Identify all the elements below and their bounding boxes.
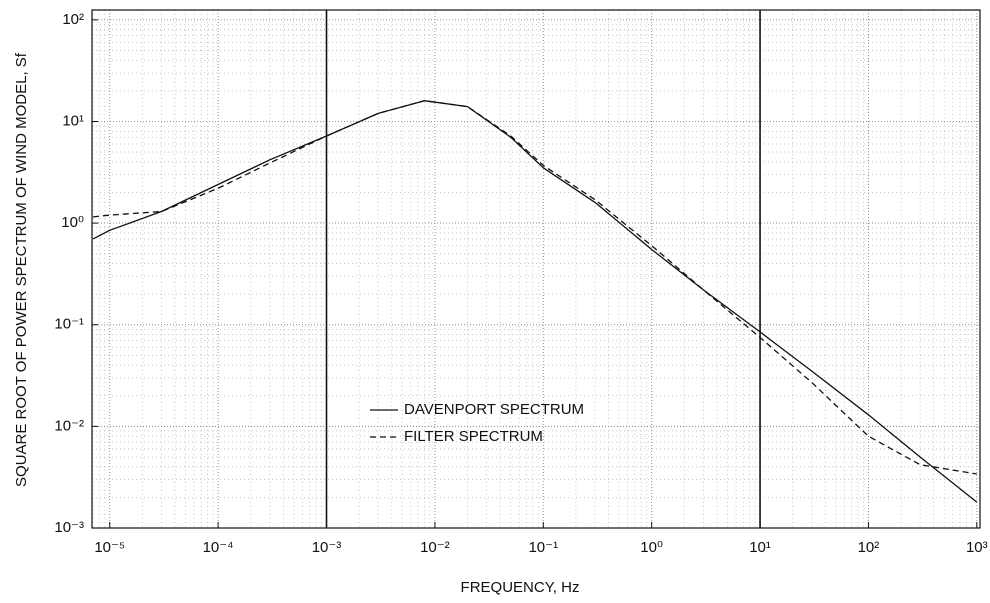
x-tick-label: 10⁻¹ [528, 539, 558, 556]
x-axis-label: FREQUENCY, Hz [461, 579, 580, 596]
plot-frame [91, 9, 981, 529]
series-line [92, 100, 977, 475]
x-tick-label: 10⁰ [640, 539, 663, 556]
y-tick-label: 10¹ [62, 112, 84, 129]
x-tick-label: 10¹ [749, 539, 771, 556]
x-tick-label: 10⁻⁴ [203, 539, 234, 556]
x-tick-label: 10³ [966, 539, 988, 556]
plot-area [92, 10, 980, 528]
legend-label: FILTER SPECTRUM [404, 428, 543, 445]
y-axis-label: SQUARE ROOT OF POWER SPECTRUM OF WIND MO… [13, 52, 30, 487]
y-tick-label: 10⁻¹ [54, 316, 84, 333]
y-tick-label: 10⁰ [61, 214, 84, 231]
series-line [92, 100, 978, 503]
y-tick-label: 10² [62, 11, 84, 28]
y-tick-label: 10⁻² [54, 417, 84, 434]
legend-label: DAVENPORT SPECTRUM [404, 401, 584, 418]
y-tick-label: 10⁻³ [54, 519, 84, 536]
x-tick-label: 10² [858, 539, 880, 556]
x-tick-label: 10⁻² [420, 539, 450, 556]
x-tick-label: 10⁻³ [312, 539, 342, 556]
x-tick-label: 10⁻⁵ [94, 539, 125, 556]
